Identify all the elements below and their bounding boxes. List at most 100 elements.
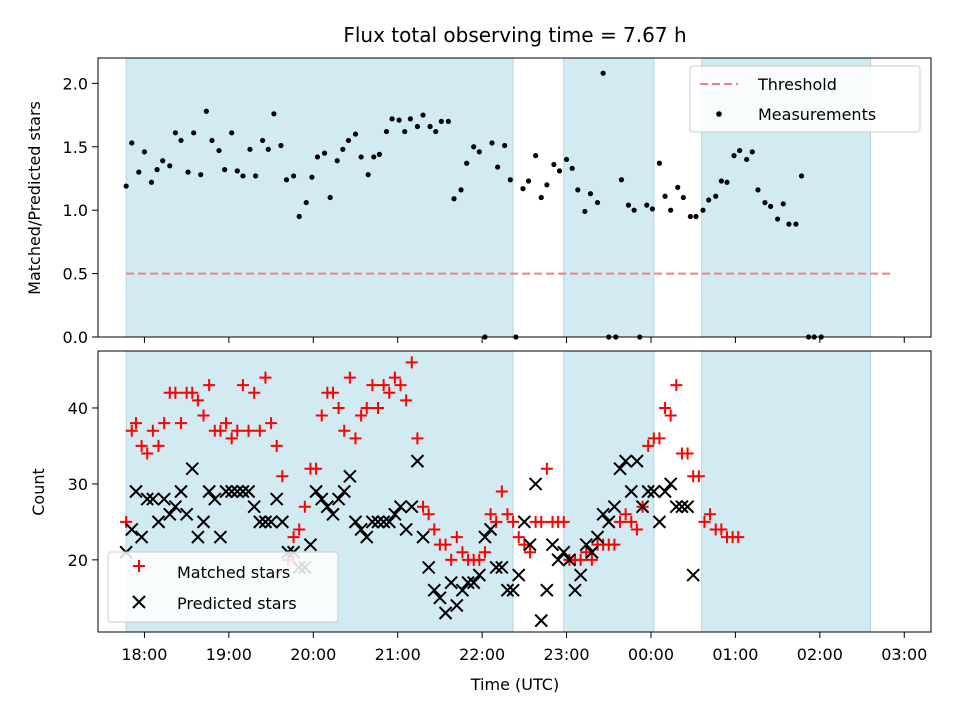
measurements-point (314, 154, 321, 160)
predicted-stars-point (551, 553, 565, 567)
measurements-point (451, 196, 457, 202)
predicted-stars-point (213, 530, 228, 544)
measurements-point (551, 161, 557, 168)
matched-stars-point (349, 432, 362, 445)
measurements-point (767, 203, 774, 209)
y-tick-label: 0.0 (63, 328, 88, 347)
predicted-stars-point (528, 477, 543, 491)
measurements-point (718, 178, 724, 184)
legend-top-box (689, 65, 921, 133)
predicted-stars-point (455, 583, 470, 597)
predicted-stars-point (236, 484, 250, 499)
measurements-point (693, 213, 699, 220)
measurements-point (538, 194, 544, 201)
measurements-point (786, 221, 792, 227)
matched-stars-point (125, 424, 138, 437)
matched-stars-point (478, 546, 491, 559)
measurements-point (167, 163, 173, 169)
x-tick-label: 00:00 (628, 645, 674, 664)
predicted-stars-point (602, 515, 616, 529)
matched-stars-point (445, 553, 458, 566)
measurements-point (278, 142, 284, 149)
x-tick-label: 18:00 (121, 645, 167, 664)
measurements-point (600, 70, 606, 76)
measurements-point (414, 123, 421, 130)
predicted-stars-point (624, 484, 638, 499)
predicted-stars-point (382, 515, 396, 529)
predicted-stars-point (140, 492, 154, 506)
measurements-point (644, 202, 650, 208)
y-tick-label: 1.0 (63, 201, 88, 220)
measurements-point (396, 117, 402, 123)
predicted-stars-point (185, 462, 199, 476)
matched-stars-point (630, 523, 643, 536)
panel-top: 0.00.51.01.52.0 Matched/Predicted stars … (25, 57, 932, 347)
measurements-point (229, 130, 235, 136)
measurements-point (234, 168, 240, 174)
measurements-point (706, 197, 712, 203)
predicted-stars-point (506, 583, 520, 597)
measurements-point (407, 116, 413, 122)
legend-predicted-label: Predicted stars (177, 594, 297, 613)
matched-stars-point (175, 417, 188, 430)
measurements-point (123, 183, 129, 189)
predicted-stars-point (275, 515, 290, 529)
x-tick-label: 20:00 (290, 645, 336, 664)
measurements-point (556, 168, 563, 174)
legend-matched-label: Matched stars (177, 563, 290, 582)
predicted-stars-point (495, 560, 509, 575)
chart-title: Flux total observing time = 7.67 h (343, 23, 686, 47)
measurements-point (775, 216, 781, 222)
x-tick-label: 23:00 (544, 645, 590, 664)
predicted-stars-point (348, 515, 363, 529)
matched-stars-point (203, 379, 216, 392)
predicted-stars-point (489, 560, 503, 575)
predicted-stars-point (303, 537, 318, 552)
matched-stars-point (158, 417, 171, 430)
predicted-stars-point (433, 591, 447, 605)
x-axis-label: Time (UTC) (470, 675, 559, 694)
measurements-point (321, 150, 328, 156)
measurements-point (352, 131, 359, 137)
measurements-point (525, 178, 532, 184)
matched-stars-point (473, 553, 486, 566)
predicted-stars-point (230, 484, 245, 499)
measurements-point (445, 118, 451, 125)
predicted-stars-point (202, 484, 216, 499)
measurements-point (376, 151, 383, 157)
measurements-point (178, 137, 184, 144)
predicted-stars-point (134, 530, 149, 544)
predicted-stars-point (618, 454, 633, 468)
predicted-stars-point (258, 515, 273, 529)
predicted-stars-point (309, 484, 323, 499)
matched-stars-point (197, 409, 210, 422)
matched-stars-point (681, 447, 694, 460)
measurements-point (575, 187, 581, 193)
measurements-point (247, 146, 253, 152)
legend-bottom: Matched stars Predicted stars (107, 551, 339, 623)
matched-stars-point (326, 386, 339, 399)
matched-stars-point (265, 417, 278, 430)
measurements-point (148, 179, 155, 185)
matched-stars-point (388, 371, 401, 384)
predicted-stars-point (686, 568, 700, 582)
measurements-point (680, 194, 686, 201)
matched-stars-point (186, 386, 199, 399)
panel-bottom: 20 30 40 18:00 19:00 20:00 21:00 22:00 23:00 00:… (29, 350, 932, 694)
predicted-stars-point (393, 499, 408, 514)
matched-stars-point (214, 424, 227, 437)
predicted-stars-point (596, 507, 610, 521)
predicted-stars-point (461, 575, 475, 590)
predicted-stars-point (478, 530, 492, 544)
predicted-stars-point (585, 545, 599, 559)
measurements-point (290, 173, 297, 179)
matched-stars-point (456, 546, 469, 559)
matched-stars-point (310, 462, 323, 475)
predicted-stars-point (540, 583, 554, 597)
measurements-point (502, 142, 508, 149)
predicted-stars-point (191, 530, 205, 544)
shaded-interval-1 (125, 57, 514, 338)
measurements-point (755, 187, 761, 193)
matched-stars-point (495, 485, 508, 498)
measurements-point (209, 137, 215, 144)
